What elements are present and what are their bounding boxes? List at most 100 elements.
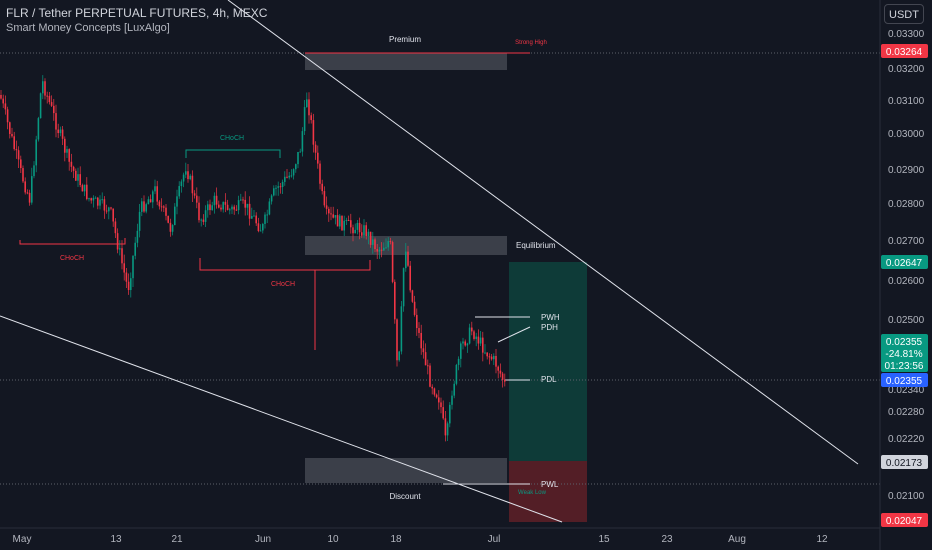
candle-body [372,239,374,245]
candle-body [103,199,106,211]
candle-body [484,352,486,354]
candle-body [136,230,139,243]
candle-body [356,222,359,230]
time-axis[interactable]: May 13 21 Jun 10 18 Jul 15 23 Aug 12 [0,527,880,545]
y-tick-label: 0.02100 [888,491,925,502]
candle-body [321,183,323,192]
candle-body [112,208,114,222]
candle-body [306,99,308,108]
candle-body [147,199,150,205]
choch-line-3 [199,258,371,271]
candle-body [383,247,385,251]
candle-body [380,249,383,251]
candle-body [149,199,152,203]
candle-body [473,331,475,339]
candle-body [257,223,260,231]
strong-high-label: Strong High [515,40,547,46]
y-tick-label: 0.02600 [888,276,925,287]
candle-body [262,223,264,231]
candle-body [46,95,48,97]
candle-body [422,348,425,353]
candle-body [114,221,117,234]
candle-body [486,352,488,357]
candle-body [31,176,33,203]
candle-body [270,195,273,202]
price-change-label: -24.81% [885,349,922,360]
candle-body [158,201,161,207]
candle-body [330,213,332,215]
indicator-label[interactable]: Smart Money Concepts [LuxAlgo] [6,22,170,34]
candle-body [402,268,405,307]
candle-body [33,165,35,177]
candle-body [438,397,440,403]
candle-body [385,247,387,249]
candle-body [204,210,207,222]
y-tick-label: 0.02700 [888,236,925,247]
candle-body [37,118,40,140]
candle-body [464,341,466,346]
candle-body [13,136,15,150]
candle-body [200,219,202,221]
candle-body [297,151,299,165]
pdh-line [497,326,531,343]
candle-body [328,208,330,214]
candle-body [11,133,13,137]
candle-body [66,149,68,153]
candle-body [108,207,110,212]
x-tick-label: 21 [171,534,183,545]
price-axis[interactable]: 0.03300 0.03200 0.03100 0.03000 0.02900 … [879,0,928,550]
premium-label: Premium [389,35,421,44]
candle-body [482,337,484,353]
candle-body [343,220,345,231]
candle-body [387,241,389,248]
candle-body [332,214,334,218]
candle-body [193,193,196,196]
candle-body [468,327,471,344]
candle-body [284,176,286,182]
candle-body [202,219,205,222]
candle-body [39,93,42,119]
candle-body [365,225,367,237]
equilibrium-label: Equilibrium [516,241,556,250]
y-tick-label: 0.03000 [888,129,925,140]
candle-body [334,215,337,218]
candle-body [127,281,130,291]
choch-label-2: CHoCH [220,135,244,142]
candle-body [81,185,84,192]
candle-body [90,198,92,201]
y-tick-label: 0.02220 [888,434,925,445]
candle-body [53,105,55,114]
price-tag-stop [881,455,928,469]
candle-body [237,200,240,211]
candle-body [218,204,220,208]
candle-body [132,255,134,279]
candle-body [363,225,365,236]
candle-body [163,206,165,208]
currency-button[interactable]: USDT [884,4,924,24]
candle-body [453,383,455,396]
premium-zone [305,53,507,70]
candle-body [477,336,480,344]
pwl-label: PWL [541,480,559,489]
candle-body [231,206,233,210]
candle-body [97,197,99,206]
long-target-zone [509,262,587,461]
candle-body [429,365,431,387]
candle-body [488,356,491,358]
price-tag-stop-label: 0.02173 [886,458,923,469]
chart-title[interactable]: FLR / Tether PERPETUAL FUTURES, 4h, MEXC [6,6,268,20]
y-tick-label: 0.02500 [888,315,925,326]
candle-body [391,242,394,282]
candle-body [187,171,189,180]
candle-body [279,186,282,188]
candle-body [207,204,209,211]
y-tick-label: 0.02900 [888,165,925,176]
candle-body [319,163,321,184]
discount-zone [305,458,507,483]
candle-body [185,171,187,175]
candle-body [277,186,279,188]
pdl-label: PDL [541,375,557,384]
candle-body [68,149,70,162]
candle-body [358,222,361,233]
